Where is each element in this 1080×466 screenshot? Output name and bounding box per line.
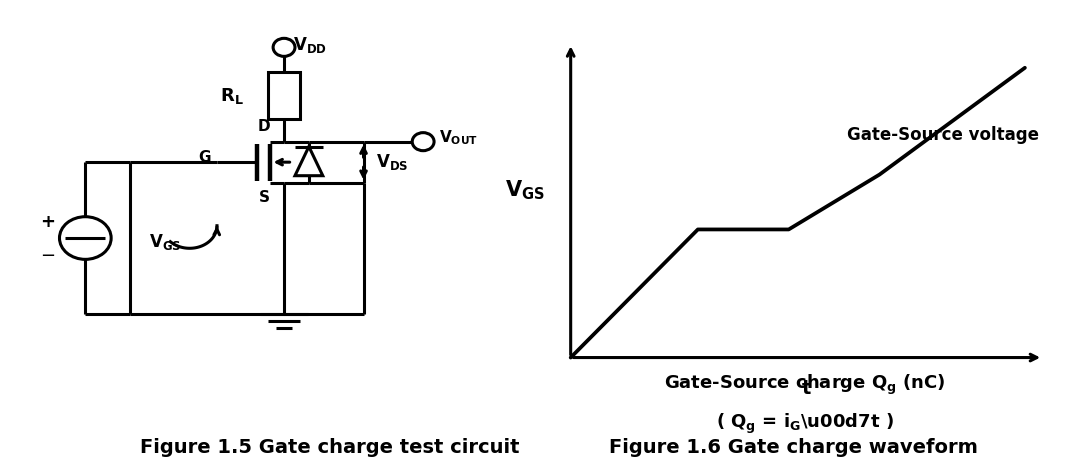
Text: $\mathbf{V_{OUT}}$: $\mathbf{V_{OUT}}$	[440, 128, 478, 147]
Text: +: +	[41, 213, 55, 232]
Text: $-$: $-$	[40, 245, 56, 263]
Text: $\mathbf{R_L}$: $\mathbf{R_L}$	[220, 86, 244, 105]
Text: $\mathbf{V_{DD}}$: $\mathbf{V_{DD}}$	[293, 35, 327, 55]
Text: Gate-Source voltage: Gate-Source voltage	[847, 126, 1039, 144]
Text: G: G	[199, 150, 211, 165]
Text: t: t	[802, 378, 811, 397]
Text: ( $\mathbf{Q_g}$ = $\mathbf{i_G}$\u00d7t ): ( $\mathbf{Q_g}$ = $\mathbf{i_G}$\u00d7t…	[716, 412, 893, 436]
Text: Gate-Source charge $\mathbf{Q_g}$ (nC): Gate-Source charge $\mathbf{Q_g}$ (nC)	[664, 372, 945, 397]
Text: S: S	[259, 190, 270, 205]
Text: $\mathbf{V_{DS}}$: $\mathbf{V_{DS}}$	[376, 152, 408, 172]
Bar	[268, 72, 300, 119]
Text: Figure 1.5 Gate charge test circuit: Figure 1.5 Gate charge test circuit	[140, 438, 519, 457]
Text: Figure 1.6 Gate charge waveform: Figure 1.6 Gate charge waveform	[609, 438, 978, 457]
Text: D: D	[258, 119, 270, 134]
Text: $\mathbf{V_{GS}}$: $\mathbf{V_{GS}}$	[149, 232, 181, 252]
Text: $\mathbf{V_{GS}}$: $\mathbf{V_{GS}}$	[505, 178, 545, 202]
